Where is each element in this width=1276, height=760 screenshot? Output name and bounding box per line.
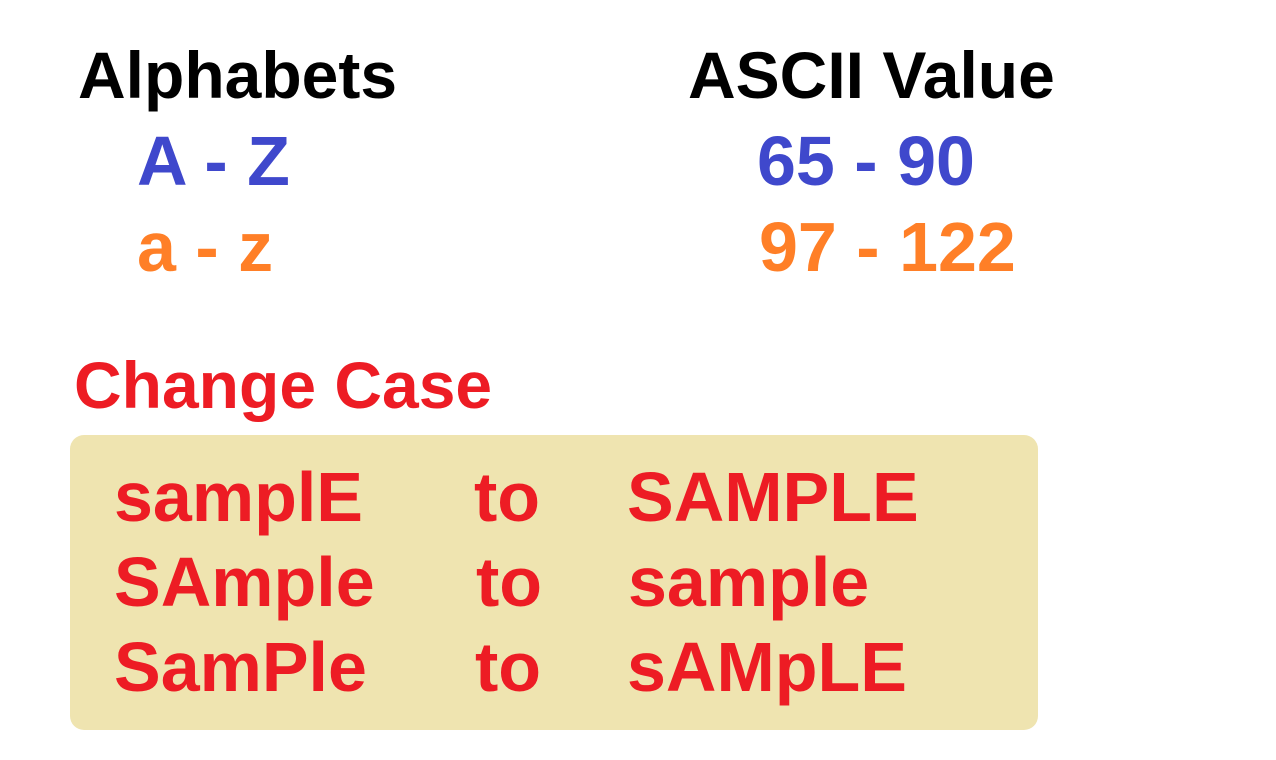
example-1-original: samplE [114,458,363,536]
uppercase-ascii-range: 65 - 90 [757,122,975,200]
lowercase-letter-range: a - z [137,208,274,286]
example-1-result: SAMPLE [627,458,919,536]
ascii-value-header: ASCII Value [688,38,1055,112]
lowercase-ascii-range: 97 - 122 [759,208,1016,286]
example-1-to: to [474,458,541,536]
example-3-original: SamPle [114,628,367,706]
example-2-original: SAmple [114,543,375,621]
example-2-result: sample [628,543,870,621]
example-2-to: to [476,543,543,621]
change-case-examples-box [70,435,1038,730]
uppercase-letter-range: A - Z [137,122,290,200]
example-3-result: sAMpLE [627,628,907,706]
change-case-title: Change Case [74,348,493,422]
example-3-to: to [475,628,542,706]
alphabets-header: Alphabets [78,38,398,112]
